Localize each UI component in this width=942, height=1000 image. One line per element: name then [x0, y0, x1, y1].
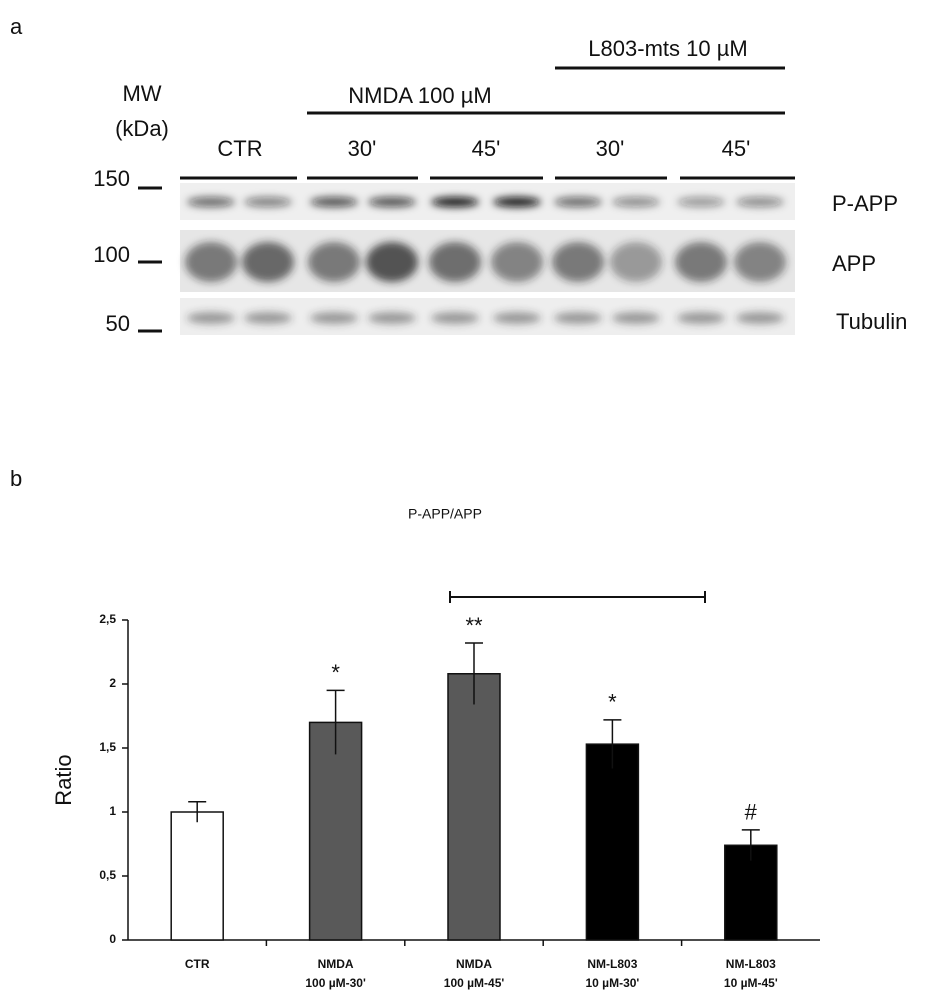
x-tick-label: 100 µM-45': [444, 976, 505, 990]
panel-letter: a: [10, 14, 23, 39]
bar: [585, 743, 640, 941]
blot-bands: [185, 197, 786, 324]
band: [491, 242, 543, 282]
comparison-bracket: [449, 591, 706, 603]
band: [736, 312, 784, 324]
band: [187, 312, 235, 324]
band: [493, 197, 541, 207]
x-tick-label: NM-L803: [726, 957, 776, 971]
mw-marker: 100: [93, 242, 130, 267]
y-tick-label: 2,5: [99, 612, 116, 626]
x-tick-label: NMDA: [456, 957, 492, 971]
band: [308, 242, 360, 282]
group-label: 30': [348, 136, 377, 161]
x-tick-label: 10 µM-30': [586, 976, 640, 990]
band-label: Tubulin: [836, 309, 907, 334]
band: [368, 197, 416, 207]
band: [552, 242, 604, 282]
band: [429, 242, 481, 282]
band-label: APP: [832, 251, 876, 276]
band: [736, 197, 784, 207]
mw-label: MW: [122, 81, 161, 106]
band: [677, 197, 725, 207]
group-label: 45': [722, 136, 751, 161]
band: [244, 312, 292, 324]
band: [675, 242, 727, 282]
panel-letter: b: [10, 466, 22, 491]
significance-label: #: [745, 800, 758, 825]
mw-ticks: [138, 66, 795, 333]
band: [187, 197, 235, 207]
band: [610, 242, 662, 282]
x-tick-label: NMDA: [318, 957, 354, 971]
y-tick-label: 2: [109, 676, 116, 690]
band: [431, 312, 479, 324]
band: [612, 197, 660, 207]
band: [366, 242, 418, 282]
bar: [308, 721, 363, 941]
mw-marker: 150: [93, 166, 130, 191]
y-tick-label: 0,5: [99, 868, 116, 882]
band: [242, 242, 294, 282]
treatment-label: L803-mts 10 µM: [588, 36, 747, 61]
band: [677, 312, 725, 324]
band: [431, 197, 479, 207]
x-tick-label: 100 µM-30': [305, 976, 366, 990]
band: [244, 197, 292, 207]
chart-title: P-APP/APP: [408, 506, 482, 522]
x-tick-label: CTR: [185, 957, 210, 971]
significance-label: **: [465, 613, 483, 638]
group-label: 45': [472, 136, 501, 161]
band: [310, 312, 358, 324]
y-tick-label: 1: [109, 804, 116, 818]
band: [185, 242, 237, 282]
x-tick-label: 10 µM-45': [724, 976, 778, 990]
significance-label: *: [331, 660, 340, 685]
y-axis-label: Ratio: [51, 754, 76, 805]
x-tick-label: NM-L803: [587, 957, 637, 971]
bar: [447, 673, 501, 941]
significance-label: *: [608, 690, 617, 715]
mw-marker: 50: [106, 311, 130, 336]
treatment-label: NMDA 100 µM: [348, 83, 492, 108]
band: [612, 312, 660, 324]
y-tick-label: 0: [109, 932, 116, 946]
mw-label: (kDa): [115, 116, 169, 141]
bar-chart: 0 0,5 1 1,5 2 2,5 CTR * NMDA 100 µM-30' ** NMDA 100 …: [99, 612, 820, 990]
bar: [170, 811, 224, 941]
band: [310, 197, 358, 207]
band: [368, 312, 416, 324]
group-label: CTR: [217, 136, 262, 161]
band: [493, 312, 541, 324]
band-label: P-APP: [832, 191, 898, 216]
y-tick-label: 1,5: [99, 740, 116, 754]
group-label: 30': [596, 136, 625, 161]
band: [734, 242, 786, 282]
band: [554, 197, 602, 207]
band: [554, 312, 602, 324]
